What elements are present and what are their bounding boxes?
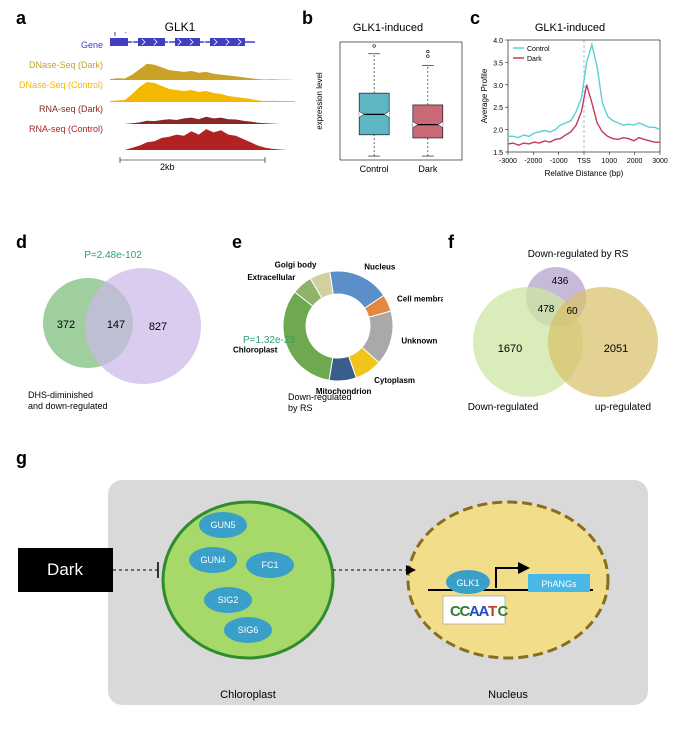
svg-text:SIG6: SIG6	[238, 625, 259, 635]
svg-text:1670: 1670	[498, 343, 522, 355]
panel-b-boxplot: Control Dark expression level	[312, 32, 467, 182]
panel-f-venn3: Down-regulated by RS 436 478 60 1670 2051 Down…	[448, 242, 668, 427]
svg-text:Nucleus: Nucleus	[364, 263, 396, 272]
svg-text:Chloroplast: Chloroplast	[220, 689, 276, 701]
svg-text:up-regulated: up-regulated	[595, 402, 651, 413]
panel-d-venn: 372 147 827 P=2.48e-102 DHS-diminishedand do…	[18, 248, 228, 423]
svg-text:Control: Control	[527, 46, 550, 53]
panel-g-schematic: Dark GUN5 GUN4 FC1 SIG2 SIG6 Chloroplast GLK1 Ph…	[18, 470, 658, 735]
svg-text:-3000: -3000	[499, 158, 517, 165]
svg-text:60: 60	[566, 306, 578, 317]
svg-text:Relative Distance (bp): Relative Distance (bp)	[545, 169, 624, 178]
svg-text:TSS: TSS	[577, 158, 591, 165]
svg-text:1000: 1000	[602, 158, 618, 165]
svg-text:expression level: expression level	[315, 72, 324, 130]
panel-a-scale-label: 2kb	[160, 162, 175, 172]
svg-text:2000: 2000	[627, 158, 643, 165]
svg-text:PhANGs: PhANGs	[541, 579, 577, 589]
svg-text:GUN4: GUN4	[200, 555, 225, 565]
panel-label-c: c	[470, 8, 480, 29]
track-label: DNase-Seq (Control)	[8, 80, 103, 90]
svg-text:1.5: 1.5	[493, 150, 503, 157]
svg-text:Cell membrane: Cell membrane	[397, 295, 443, 304]
svg-text:2051: 2051	[604, 343, 628, 355]
svg-text:Dark: Dark	[47, 560, 83, 579]
svg-text:GLK1: GLK1	[456, 578, 479, 588]
svg-text:GUN5: GUN5	[210, 520, 235, 530]
panel-c-profile: -3000 -2000 -1000 TSS 1000 2000 3000 1.5 2.0 2.5 3…	[478, 30, 668, 185]
svg-text:Down-regulated by RS: Down-regulated by RS	[528, 249, 629, 260]
svg-text:DHS-diminished: DHS-diminished	[28, 390, 93, 400]
svg-text:-2000: -2000	[524, 158, 542, 165]
svg-text:Golgi body: Golgi body	[275, 261, 317, 270]
svg-text:P=1.32e-23: P=1.32e-23	[243, 335, 295, 346]
svg-text:436: 436	[552, 276, 569, 287]
track-label: RNA-seq (Dark)	[8, 104, 103, 114]
svg-text:Dark: Dark	[418, 164, 438, 174]
svg-text:Nucleus: Nucleus	[488, 689, 528, 701]
svg-text:2.0: 2.0	[493, 128, 503, 135]
panel-label-b: b	[302, 8, 313, 29]
svg-text:827: 827	[149, 321, 167, 333]
svg-text:372: 372	[57, 319, 75, 331]
svg-text:2.5: 2.5	[493, 105, 503, 112]
svg-text:Down-regulated: Down-regulated	[288, 392, 352, 402]
svg-text:-1000: -1000	[550, 158, 568, 165]
svg-text:3000: 3000	[652, 158, 668, 165]
svg-text:Extracellular: Extracellular	[247, 273, 295, 282]
svg-text:FC1: FC1	[261, 560, 278, 570]
panel-label-a: a	[16, 8, 26, 29]
svg-text:Cytoplasm: Cytoplasm	[374, 376, 415, 385]
track-label: RNA-seq (Control)	[8, 124, 103, 134]
svg-text:P=2.48e-102: P=2.48e-102	[84, 250, 142, 261]
svg-text:4.0: 4.0	[493, 38, 503, 45]
figure-page: { "labels": {"a":"a","b":"b","c":"c","d"…	[0, 0, 675, 749]
svg-text:3.0: 3.0	[493, 83, 503, 90]
track-label: DNase-Seq (Dark)	[8, 60, 103, 70]
svg-text:SIG2: SIG2	[218, 595, 239, 605]
svg-text:and down-regulated: and down-regulated	[28, 401, 108, 411]
svg-text:by RS: by RS	[288, 403, 313, 413]
svg-text:T: T	[488, 603, 497, 620]
svg-text:Chloroplast: Chloroplast	[233, 345, 278, 354]
panel-label-g: g	[16, 448, 27, 469]
svg-text:Dark: Dark	[527, 56, 542, 63]
panel-e-donut: NucleusCell membraneUnknownCytoplasmMito…	[228, 248, 443, 423]
svg-text:Down-regulated: Down-regulated	[468, 402, 539, 413]
svg-text:478: 478	[538, 304, 555, 315]
track-label: Gene	[8, 40, 103, 50]
panel-a-tracks	[25, 32, 305, 172]
svg-text:3.5: 3.5	[493, 60, 503, 67]
svg-text:Average Profile: Average Profile	[480, 68, 489, 123]
svg-text:Unknown: Unknown	[401, 337, 437, 346]
svg-text:Control: Control	[360, 164, 389, 174]
svg-text:147: 147	[107, 319, 125, 331]
svg-text:C: C	[498, 603, 509, 620]
